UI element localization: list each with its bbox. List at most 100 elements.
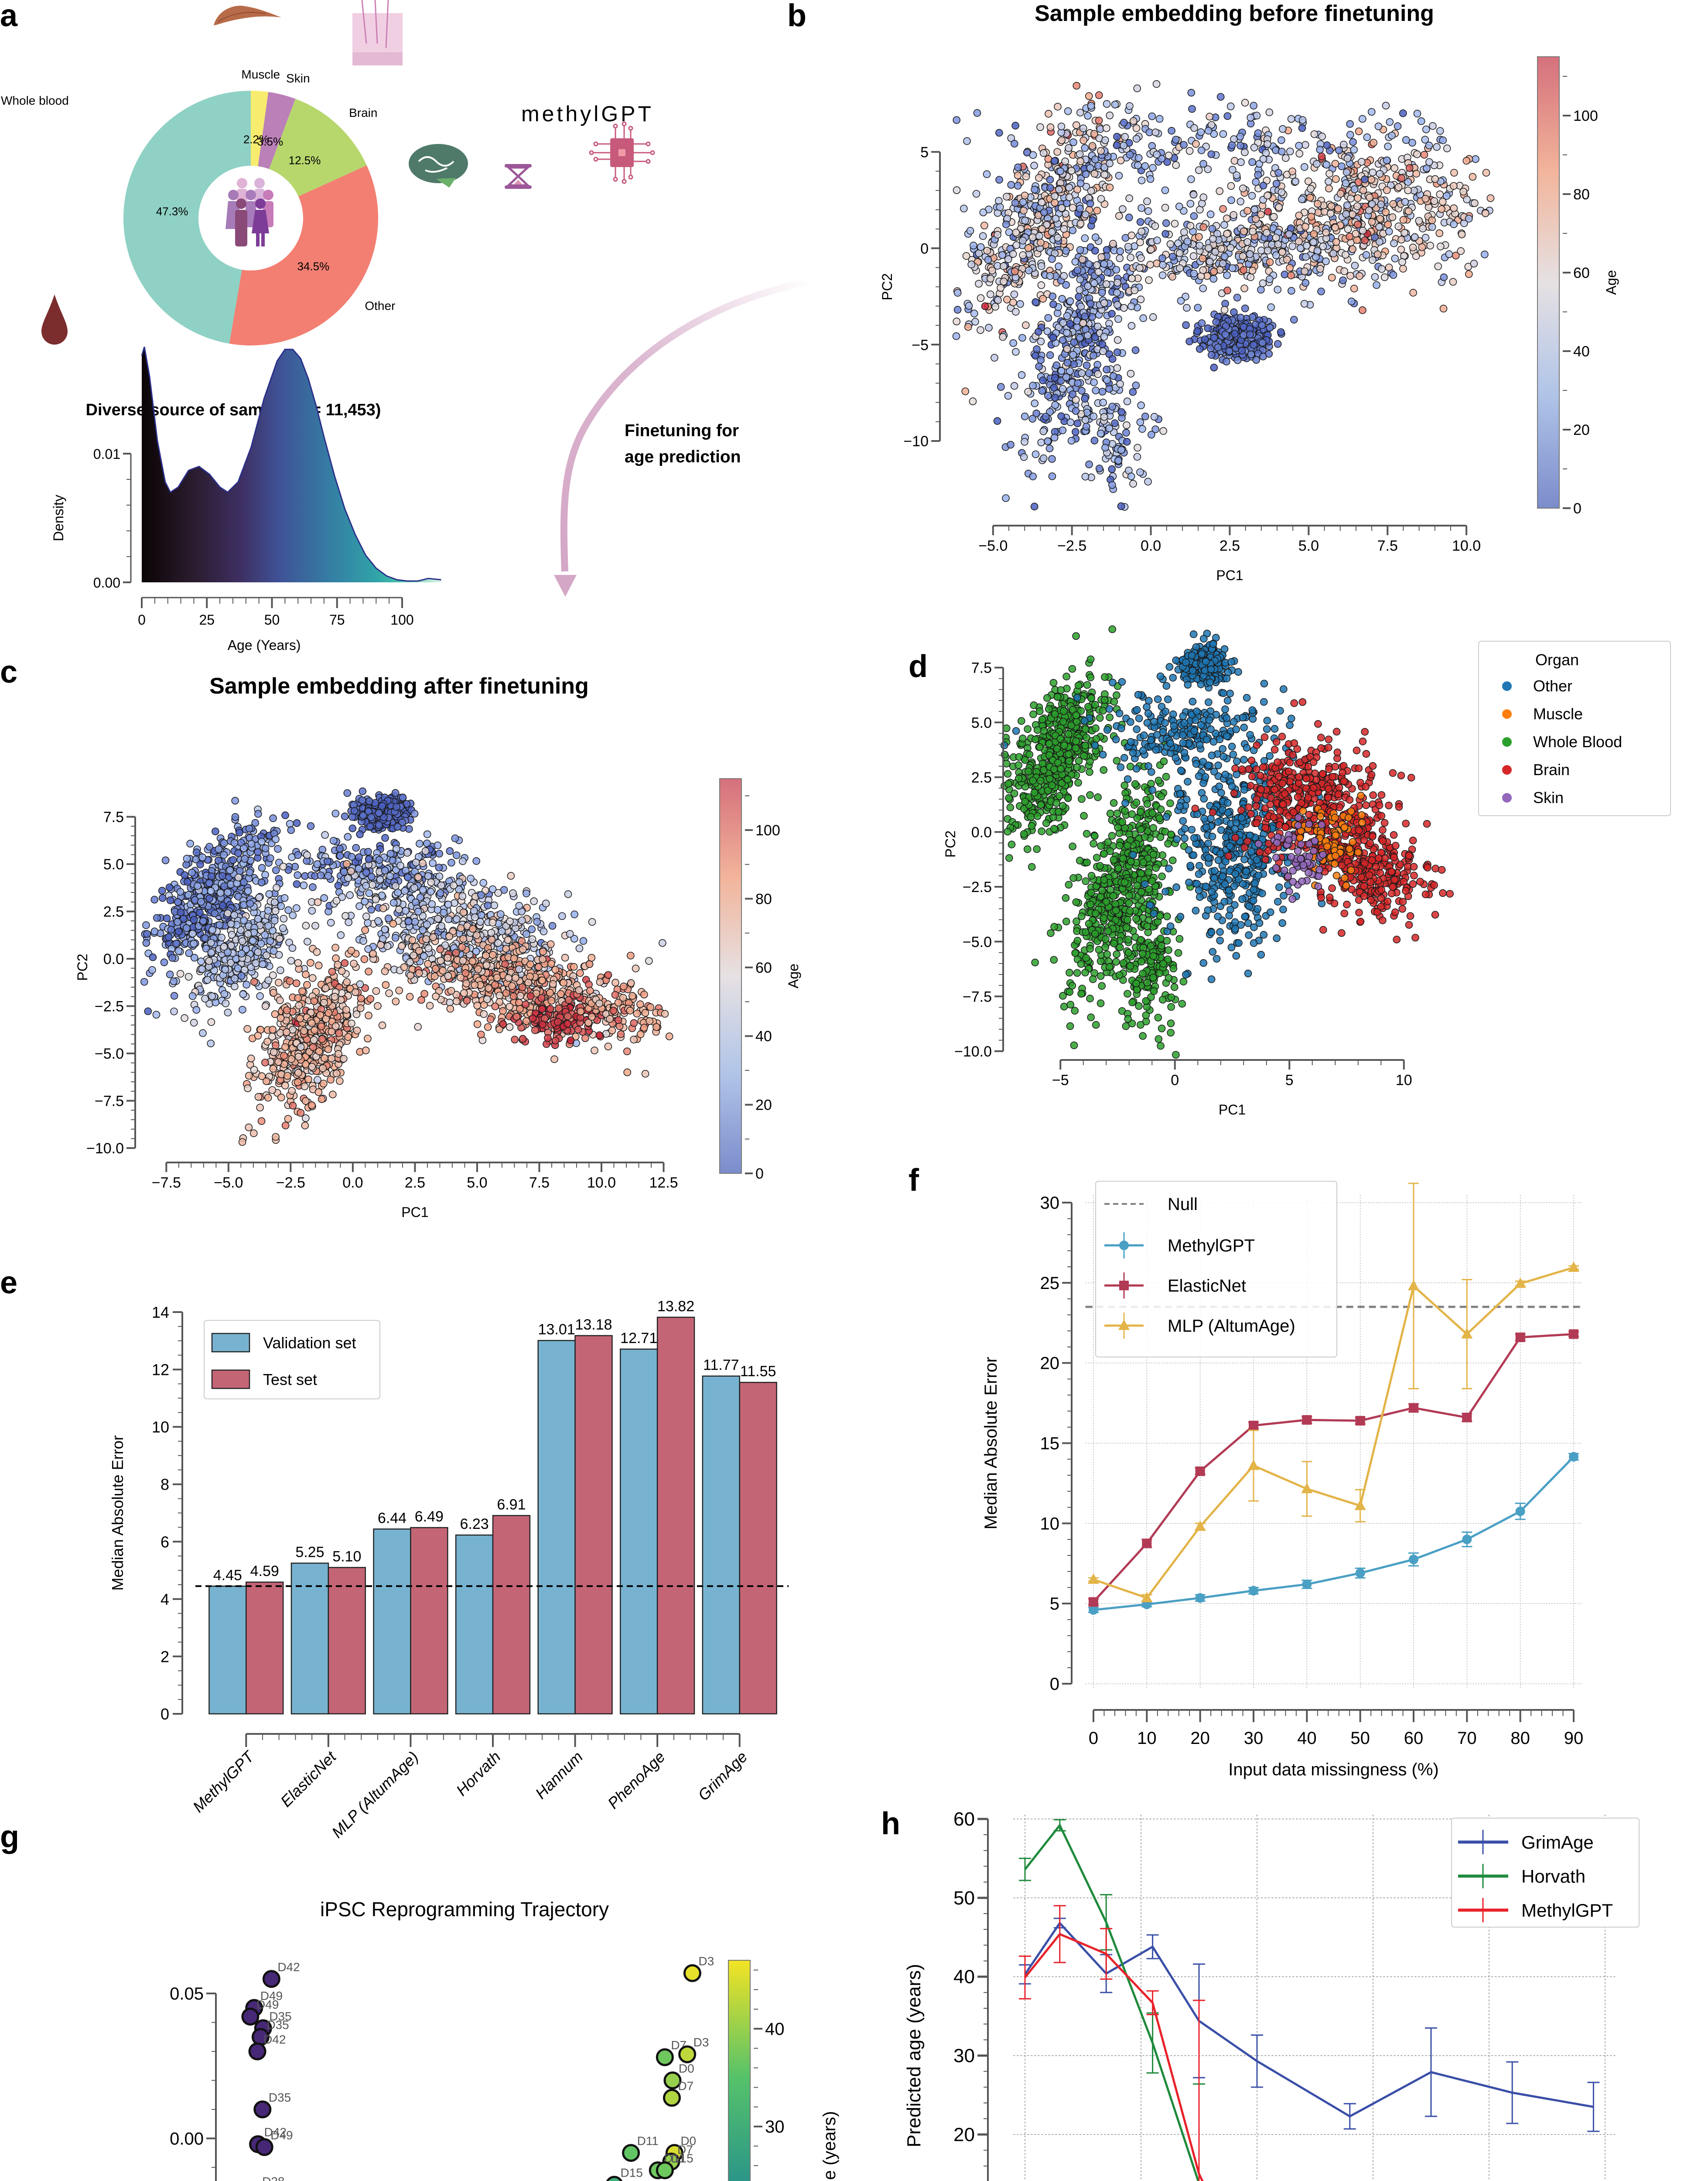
- scatter-point: [1412, 252, 1420, 260]
- scatter-point: [1233, 356, 1242, 364]
- scatter-point: [1306, 194, 1314, 202]
- scatter-point: [1369, 168, 1377, 177]
- scatter-point: [1100, 260, 1108, 268]
- scatter-point: [393, 845, 400, 853]
- scatter-point: [1033, 345, 1041, 353]
- scatter-point: [1094, 268, 1103, 276]
- scatter-point: [1236, 133, 1244, 140]
- scatter-point: [350, 960, 358, 967]
- scatter-point: [314, 1076, 321, 1084]
- scatter-point: [1119, 205, 1127, 213]
- scatter-point: [1207, 150, 1216, 158]
- scatter-point: [1098, 340, 1107, 349]
- scatter-point: [140, 978, 148, 986]
- x-tick-label: 10.0: [1452, 538, 1481, 554]
- scatter-point: [1035, 232, 1043, 240]
- scatter-point: [1067, 167, 1076, 175]
- scatter-point: [218, 933, 225, 942]
- scatter-point: [1409, 243, 1417, 252]
- scatter-point: [1123, 397, 1131, 406]
- scatter-point: [1059, 426, 1067, 434]
- scatter-point: [1185, 337, 1193, 345]
- y-tick-label: 5: [920, 144, 929, 161]
- scatter-point: [295, 1002, 303, 1009]
- panel-a-donut-chart: Whole blood 2.2%Muscle3.5%Skin12.5%Brain…: [1, 0, 468, 419]
- scatter-point: [259, 960, 266, 968]
- scatter-point: [1226, 244, 1235, 252]
- scatter-point: [355, 853, 363, 861]
- scatter-point: [1440, 273, 1448, 281]
- scatter-point: [494, 939, 502, 947]
- scatter-point: [1438, 205, 1445, 213]
- scatter-point: [329, 1090, 337, 1098]
- scatter-point: [1388, 213, 1397, 221]
- scatter-point: [207, 1018, 215, 1026]
- scatter-point: [272, 866, 280, 874]
- scatter-point: [1288, 287, 1295, 295]
- scatter-point: [435, 864, 443, 872]
- scatter-point: [1162, 219, 1170, 227]
- scatter-point: [401, 887, 409, 895]
- scatter-point: [279, 924, 287, 932]
- finetuning-arrow: [554, 278, 812, 597]
- scatter-point: [1141, 162, 1149, 170]
- scatter-point: [1055, 185, 1063, 194]
- scatter-point: [1365, 206, 1373, 215]
- scatter-point: [386, 850, 395, 858]
- scatter-point: [1131, 346, 1140, 354]
- scatter-point: [1083, 332, 1092, 339]
- scatter-point: [1350, 146, 1358, 154]
- scatter-point: [1469, 173, 1477, 181]
- scatter-point: [1171, 219, 1179, 228]
- scatter-point: [997, 383, 1005, 391]
- scatter-point: [1108, 310, 1116, 318]
- scatter-point: [166, 896, 174, 904]
- scatter-point: [1295, 142, 1303, 150]
- scatter-point: [1394, 122, 1402, 130]
- panel-letter-b: b: [787, 0, 806, 33]
- scatter-point: [334, 882, 342, 890]
- scatter-point: [148, 966, 156, 974]
- x-tick-label: 5.0: [1298, 538, 1319, 554]
- scatter-point: [1097, 147, 1105, 155]
- scatter-point: [1117, 408, 1126, 416]
- scatter-point: [1019, 251, 1027, 259]
- scatter-point: [1136, 418, 1144, 426]
- scatter-point: [1237, 142, 1244, 150]
- scatter-point: [276, 996, 284, 1005]
- scatter-point: [496, 910, 505, 918]
- scatter-point: [1019, 236, 1027, 245]
- scatter-point: [1278, 188, 1286, 196]
- y-axis-label: Density: [51, 495, 66, 541]
- scatter-point: [1042, 413, 1050, 420]
- scatter-point: [1390, 164, 1399, 172]
- scatter-point: [1219, 130, 1227, 138]
- scatter-point: [1353, 202, 1361, 210]
- scatter-point: [1310, 130, 1319, 138]
- scatter-point: [297, 1109, 305, 1117]
- scatter-point: [1020, 453, 1028, 461]
- scatter-point: [1141, 412, 1149, 420]
- scatter-point: [1145, 276, 1153, 284]
- scatter-point: [1021, 216, 1029, 225]
- scatter-point: [1386, 118, 1394, 126]
- scatter-point: [1421, 234, 1430, 242]
- scatter-point: [1134, 161, 1142, 169]
- scatter-point: [230, 911, 238, 919]
- scatter-point: [346, 891, 354, 899]
- scatter-point: [1304, 177, 1312, 185]
- scatter-point: [1252, 356, 1261, 364]
- scatter-point: [365, 797, 373, 805]
- scatter-point: [1177, 297, 1185, 305]
- scatter-point: [1300, 163, 1308, 171]
- scatter-point: [264, 922, 272, 930]
- scatter-point: [239, 901, 248, 909]
- scatter-point: [1086, 300, 1095, 308]
- scatter-point: [293, 819, 301, 827]
- scatter-point: [1371, 273, 1379, 281]
- scatter-point: [310, 1036, 318, 1044]
- scatter-point: [379, 904, 387, 913]
- scatter-point: [1343, 201, 1351, 209]
- scatter-point: [1039, 149, 1048, 157]
